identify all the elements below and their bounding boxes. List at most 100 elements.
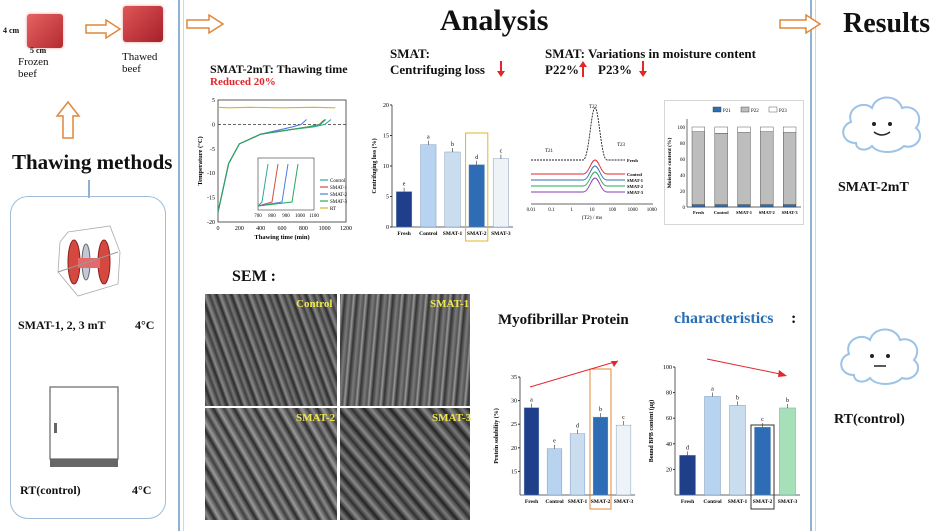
- thawed-beef-label: Thawed beef: [122, 51, 158, 75]
- p22-label: P22%: [545, 62, 579, 77]
- bar-P22-Control: [714, 133, 728, 205]
- inset-frame: [257, 157, 315, 211]
- y-tick-label: 15: [511, 469, 517, 475]
- legend-label: RT: [330, 207, 336, 212]
- myo-characteristics: characteristics: [674, 310, 774, 327]
- sem-image-control: [205, 294, 337, 406]
- solubility-chart: 15 20 25 30 35 Protein solubility (%) a Fresh e C…: [490, 345, 640, 515]
- happy-cloud-icon: [842, 96, 922, 153]
- thaw-time-title: SMAT-2mT: Thawing time: [210, 62, 348, 76]
- arrow-down-red-icon: [497, 61, 505, 77]
- y-tick-label: 30: [511, 399, 517, 405]
- legend-swatch: [712, 106, 722, 113]
- y-tick-label: 5: [386, 195, 389, 201]
- bar-SMAT-2: [754, 426, 771, 496]
- inset-x-tick: 700: [254, 214, 262, 219]
- t2-chart-svg: 0.01 0.1 1 10 100 1000 10000 (T2) / ms Fresh Cont…: [527, 105, 660, 221]
- legend-label: Control: [330, 179, 346, 184]
- annotation-t22: T22: [589, 105, 598, 110]
- bar-SMAT-2: [592, 416, 609, 496]
- rt-label: RT(control): [20, 483, 81, 497]
- smat-centrifuge-label: SMAT:: [390, 46, 430, 61]
- moisture-title: SMAT: Variations in moisture content: [545, 46, 756, 61]
- bar-P22-Fresh: [691, 131, 705, 205]
- inset-x-tick: 800: [268, 214, 276, 219]
- inset-line-SMAT-1: [257, 163, 279, 207]
- bar-Fresh: [523, 407, 540, 496]
- t2-legend-label: SMAT-3: [627, 190, 644, 195]
- trend-arrow-line: [706, 358, 786, 376]
- bar-Fresh: [396, 191, 413, 228]
- sem-image-smat3: [340, 408, 470, 520]
- x-tick-label: Control: [703, 499, 722, 505]
- legend-label: SMAT-3: [330, 200, 348, 205]
- bar-letter: b: [736, 395, 739, 401]
- thaw-chart-svg: 50-5-10-15-200 200 400 600 800 1000 1200Thawin…: [197, 98, 352, 241]
- smat-device-icon: [57, 225, 121, 297]
- connector-line: [88, 180, 90, 198]
- arrow-to-results-icon: [779, 14, 822, 34]
- x-tick-label: 200: [235, 226, 244, 232]
- right-divider: [810, 0, 812, 531]
- legend-label: SMAT-1: [330, 186, 348, 191]
- x-tick-label: Fresh: [397, 231, 410, 237]
- t2-legend-label: SMAT-2: [627, 184, 644, 189]
- plot-frame: [217, 99, 347, 223]
- x-tick-label: Fresh: [525, 499, 538, 505]
- myo-colon: :: [791, 310, 797, 327]
- y-tick-label: 0: [212, 122, 215, 128]
- legend-swatch: [740, 106, 750, 113]
- bar-SMAT-3: [492, 158, 509, 228]
- solubility-chart-svg: 15 20 25 30 35 Protein solubility (%) a Fresh e C…: [493, 360, 635, 510]
- legend-label: P23: [779, 109, 787, 114]
- x-tick-label: SMAT-2: [753, 499, 773, 505]
- bar-P22-SMAT-2: [760, 131, 774, 205]
- x-axis-label: (T2) / ms: [582, 214, 602, 220]
- inset-line-SMAT-3: [257, 163, 299, 207]
- bar-letter: e: [553, 439, 556, 445]
- bar-SMAT-3: [779, 407, 796, 496]
- moisture-chart: 0 20 40 60 80 100 Moisture content (%) Fresh Con…: [664, 100, 804, 225]
- annotation-t21: T21: [545, 149, 554, 154]
- bpb-chart: 20 40 60 80 100 Bound BPB content (μg) d Fresh a…: [645, 345, 805, 515]
- frozen-beef-label: Frozen beef: [18, 56, 49, 80]
- y-tick-label: 60: [680, 158, 686, 163]
- refrigerator-icon: [49, 386, 119, 467]
- inset-x-tick: 1100: [309, 214, 319, 219]
- bar-letter: b: [786, 398, 789, 404]
- results-heading: Results: [843, 8, 931, 39]
- centrifuge-chart-svg: 0 5 10 15 20 Centrifuging loss (%) e Fresh a Cont…: [371, 103, 513, 242]
- inset-x-tick: 900: [282, 214, 290, 219]
- myo-title: Myofibrillar Protein: [498, 312, 629, 328]
- t2-curve-SMAT-3: [531, 177, 625, 193]
- highlight-smat2: [465, 132, 489, 242]
- bar-P22-SMAT-1: [737, 132, 751, 205]
- y-axis-label: Moisture content (%): [666, 138, 673, 189]
- sem-label-smat1: SMAT-1: [430, 298, 470, 310]
- y-tick-label: 35: [511, 375, 517, 381]
- x-tick-label: 0.1: [548, 208, 555, 213]
- rt-temp: 4°C: [132, 483, 152, 497]
- y-axis-label: Temperature (°C): [197, 136, 204, 185]
- y-tick-label: 25: [511, 422, 517, 428]
- bar-SMAT-3: [615, 424, 632, 496]
- highlight-smat2: [750, 424, 775, 510]
- trend-arrow-head: [611, 361, 618, 367]
- arrow-down-red-icon-2: [639, 61, 647, 77]
- sem-image-smat1: [340, 294, 470, 406]
- right-divider-inner: [815, 0, 816, 531]
- bar-SMAT-1: [729, 405, 746, 496]
- sem-label-control: Control: [296, 298, 333, 310]
- legend-label: SMAT-2: [330, 193, 348, 198]
- sem-title: SEM :: [232, 268, 276, 285]
- y-tick-label: 20: [680, 190, 686, 195]
- smat-label: SMAT-1, 2, 3 mT: [18, 318, 106, 332]
- x-tick-label: 0.01: [527, 208, 536, 213]
- y-tick-label: 20: [383, 103, 389, 109]
- thawing-methods-title: Thawing methods: [12, 150, 173, 174]
- results-rt-label: RT(control): [834, 412, 905, 427]
- x-tick-label: SMAT-2: [591, 499, 611, 505]
- bar-letter: b: [599, 407, 602, 413]
- y-tick-label: 80: [666, 391, 672, 397]
- left-divider-inner: [183, 0, 184, 531]
